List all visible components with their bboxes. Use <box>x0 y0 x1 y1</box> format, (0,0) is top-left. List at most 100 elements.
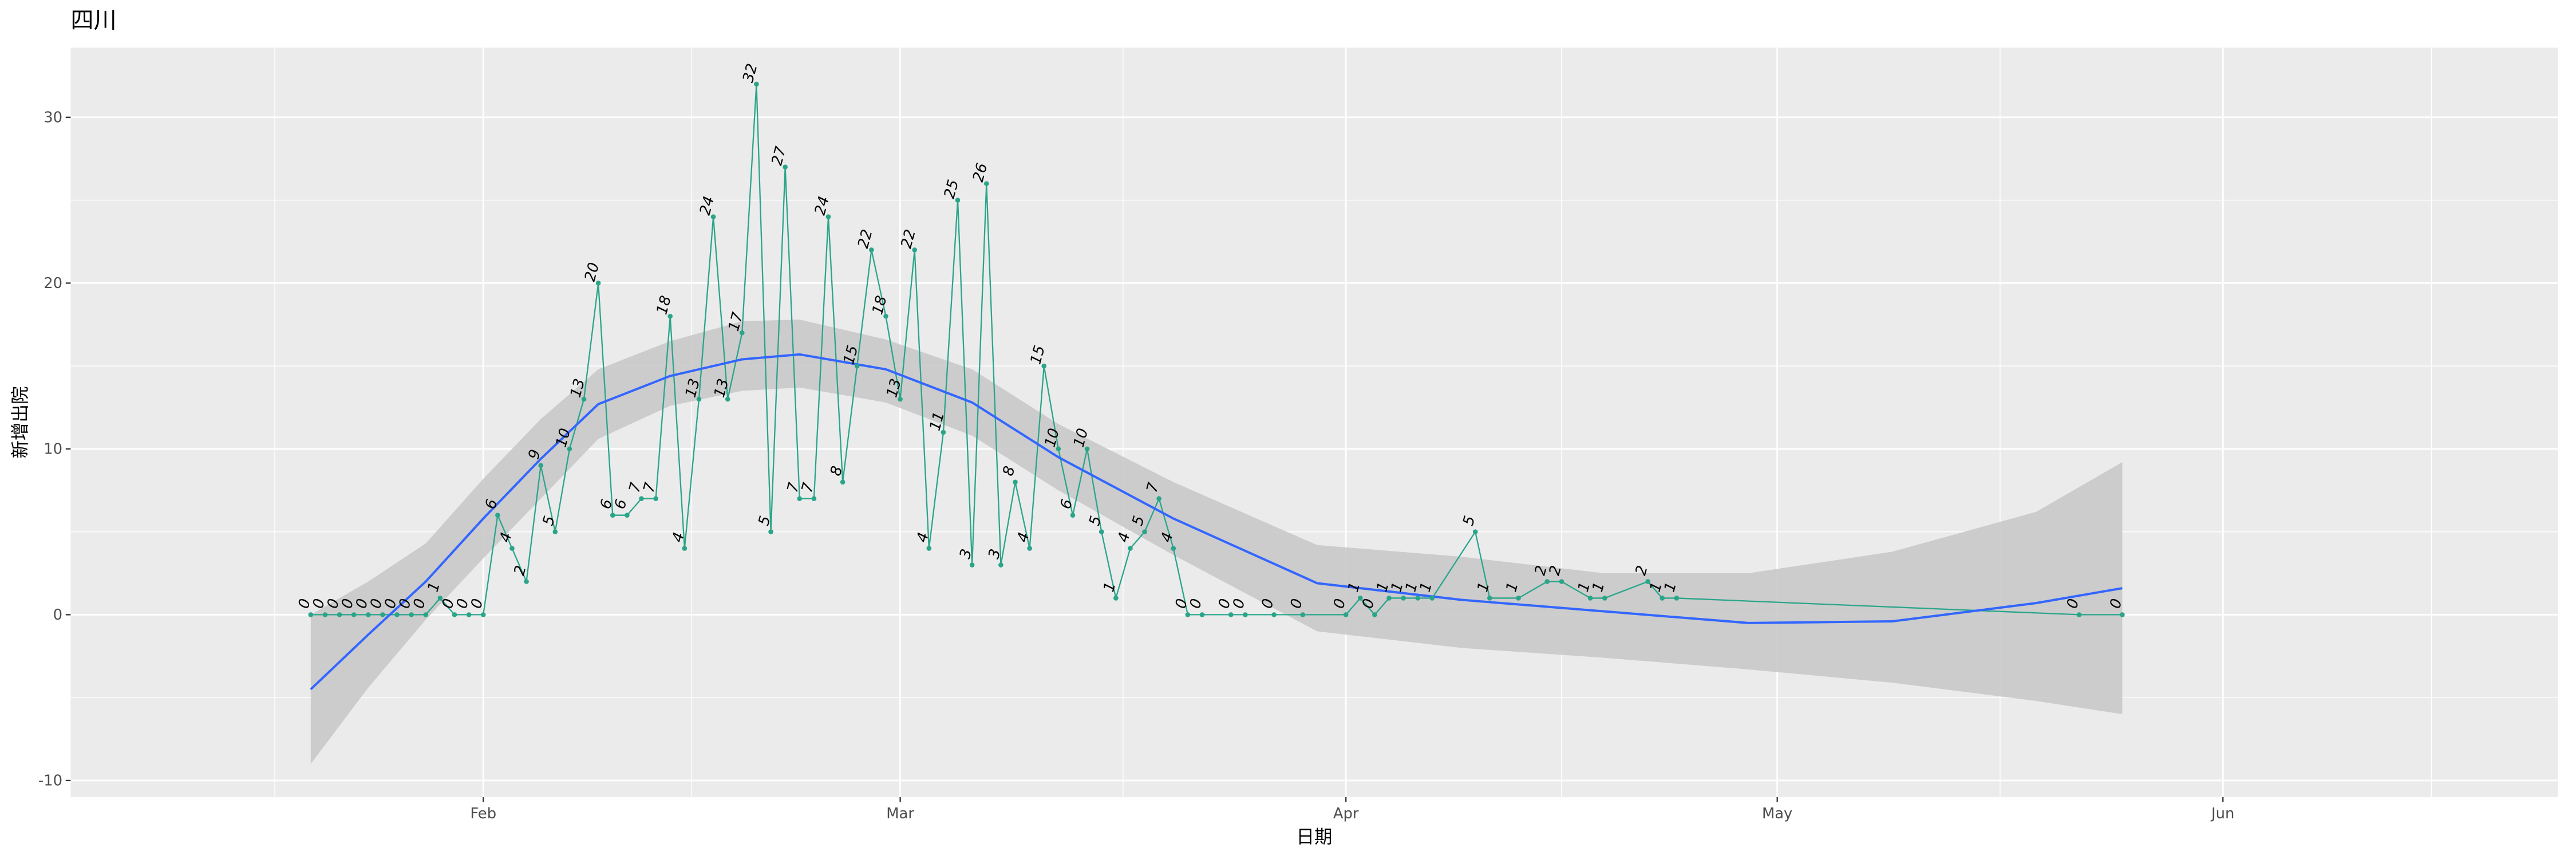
data-label: 0 <box>1187 597 1206 610</box>
data-label: 0 <box>295 597 314 610</box>
data-label: 0 <box>367 597 386 610</box>
point <box>538 463 544 468</box>
point <box>610 513 615 518</box>
point <box>926 546 932 551</box>
point <box>1372 612 1377 617</box>
y-tick-label: 10 <box>44 440 62 458</box>
data-label: 1 <box>1417 580 1436 594</box>
point <box>1429 596 1435 601</box>
point <box>394 612 400 617</box>
point <box>1199 612 1205 617</box>
point <box>1343 612 1349 617</box>
x-tick-label: Feb <box>470 805 496 822</box>
point <box>495 513 500 518</box>
smooth-line <box>310 353 2123 691</box>
data-label: 1 <box>1345 580 1364 594</box>
point <box>380 612 385 617</box>
point <box>1487 596 1492 601</box>
y-tick-label: 30 <box>44 109 62 126</box>
point <box>854 363 860 369</box>
point <box>2120 612 2125 617</box>
point <box>869 247 874 253</box>
data-label: 0 <box>1215 597 1234 610</box>
chart-title: 四川 <box>70 7 116 34</box>
point <box>1271 612 1277 617</box>
data-label: 0 <box>1258 597 1277 610</box>
point <box>423 612 429 617</box>
data-label: 8 <box>999 464 1018 478</box>
point <box>625 513 630 518</box>
data-label: 0 <box>2064 597 2083 610</box>
x-tick-label: Mar <box>886 805 914 822</box>
data-label: 1 <box>1589 580 1608 594</box>
point <box>639 496 644 502</box>
data-label: 4 <box>1014 530 1033 544</box>
point <box>1674 596 1680 601</box>
data-label: 0 <box>381 597 400 610</box>
point <box>811 496 817 502</box>
point <box>452 612 457 617</box>
point <box>912 247 918 253</box>
data-label: 5 <box>540 514 559 528</box>
data-label: 1 <box>1100 580 1119 594</box>
panel <box>70 48 2558 797</box>
point <box>941 430 946 435</box>
point <box>1645 579 1650 584</box>
point <box>1516 596 1521 601</box>
point <box>567 446 572 452</box>
data-label: 2 <box>1532 564 1551 577</box>
data-label: 0 <box>439 597 458 610</box>
point <box>1171 546 1176 551</box>
point <box>1027 546 1032 551</box>
data-label: 5 <box>1086 514 1105 528</box>
point <box>1228 612 1234 617</box>
data-label: 0 <box>1230 597 1249 610</box>
point <box>710 214 716 219</box>
point <box>480 612 486 617</box>
point <box>840 479 846 485</box>
data-label: 1 <box>1661 580 1680 594</box>
data-label: 2 <box>511 564 530 577</box>
point <box>653 496 658 502</box>
y-axis-label: 新增出院 <box>10 386 31 458</box>
data-label: 4 <box>1158 530 1177 544</box>
y-tick-label: 0 <box>53 606 62 624</box>
point <box>1660 596 1665 601</box>
point <box>898 396 903 402</box>
point <box>969 562 975 568</box>
point <box>682 546 688 551</box>
marks: 0000000001000642951013206677184132413173… <box>295 62 2125 764</box>
point <box>437 596 443 601</box>
data-label: 4 <box>669 530 688 544</box>
data-label: 1 <box>1647 580 1666 594</box>
point <box>1559 579 1564 584</box>
point <box>1587 596 1593 601</box>
x-tick-label: May <box>1762 805 1792 822</box>
point <box>509 546 515 551</box>
point <box>2076 612 2082 617</box>
y-tick-label: -10 <box>38 773 62 790</box>
point <box>1099 529 1104 534</box>
point <box>308 612 314 617</box>
data-label: 3 <box>957 547 975 561</box>
point <box>783 164 788 170</box>
data-label: 5 <box>755 514 774 528</box>
point <box>1084 446 1090 452</box>
point <box>1041 363 1047 369</box>
point <box>1056 446 1061 452</box>
point <box>1300 612 1306 617</box>
data-label: 4 <box>1115 530 1133 544</box>
data-label: 1 <box>1503 580 1522 594</box>
data-label: 4 <box>914 530 933 544</box>
data-label: 0 <box>1287 597 1306 610</box>
x-tick-label: Apr <box>1333 805 1359 822</box>
point <box>1142 529 1147 534</box>
confidence-band <box>310 320 2123 764</box>
point <box>1401 596 1406 601</box>
point <box>667 313 673 319</box>
point <box>754 81 759 87</box>
data-label: 1 <box>425 580 444 594</box>
x-axis-label: 日期 <box>1296 827 1332 848</box>
point <box>595 281 601 286</box>
